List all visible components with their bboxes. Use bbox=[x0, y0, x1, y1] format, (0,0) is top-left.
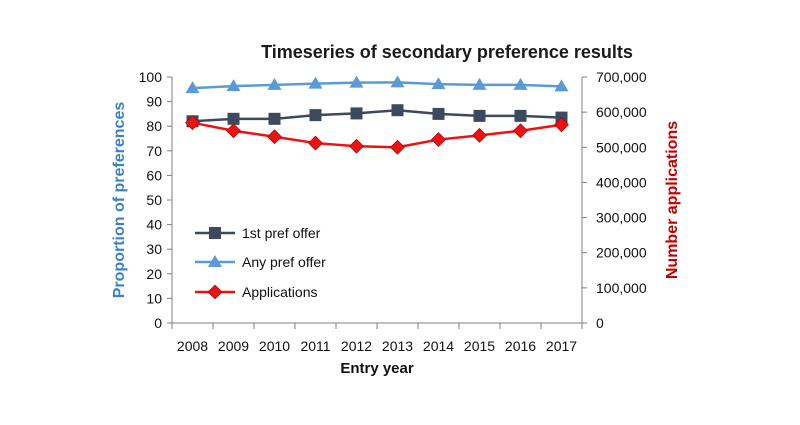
y-left-tick-label: 50 bbox=[146, 192, 162, 208]
data-point bbox=[473, 109, 486, 122]
legend-marker bbox=[207, 284, 223, 300]
series-line bbox=[192, 81, 562, 90]
legend-item: Any pref offer bbox=[195, 254, 326, 270]
x-axis-label: Entry year bbox=[340, 360, 414, 377]
data-point bbox=[267, 77, 282, 90]
y-left-tick-label: 40 bbox=[146, 217, 162, 233]
legend-label: Applications bbox=[242, 284, 318, 300]
y-right-tick-label: 0 bbox=[596, 315, 604, 331]
data-point bbox=[472, 77, 487, 90]
y-left-tick-label: 60 bbox=[146, 167, 162, 183]
y-right-tick-label: 200,000 bbox=[596, 245, 647, 261]
y-right-tick-label: 400,000 bbox=[596, 174, 647, 190]
legend-item: 1st pref offer bbox=[195, 225, 321, 241]
data-point bbox=[350, 107, 363, 120]
y-left-tick-label: 20 bbox=[146, 266, 162, 282]
data-point bbox=[432, 107, 445, 120]
data-point bbox=[308, 135, 323, 151]
x-tick-label: 2011 bbox=[300, 338, 330, 354]
legend-marker bbox=[209, 227, 221, 239]
series-applications bbox=[185, 115, 569, 155]
y-left-tick-label: 30 bbox=[146, 241, 162, 257]
series-layer bbox=[185, 75, 569, 155]
data-point bbox=[309, 109, 322, 122]
y-left-tick-label: 70 bbox=[146, 143, 162, 159]
series-any-pref-offer bbox=[185, 75, 569, 94]
data-point bbox=[431, 77, 446, 90]
y-right-tick-label: 600,000 bbox=[596, 104, 647, 120]
data-point bbox=[227, 112, 240, 125]
data-point bbox=[185, 115, 200, 131]
data-point bbox=[349, 138, 364, 154]
data-point bbox=[390, 75, 405, 88]
y-left-tick-label: 80 bbox=[146, 118, 162, 134]
data-point bbox=[268, 112, 281, 125]
chart-title: Timeseries of secondary preference resul… bbox=[261, 42, 633, 62]
y-right-tick-label: 300,000 bbox=[596, 210, 647, 226]
x-tick-label: 2009 bbox=[218, 338, 249, 354]
y-axis-left-label: Proportion of preferences bbox=[111, 102, 128, 299]
x-tick-label: 2014 bbox=[423, 338, 454, 354]
data-point bbox=[513, 123, 528, 139]
data-point bbox=[431, 132, 446, 147]
data-point bbox=[226, 79, 241, 92]
y-left-tick-label: 90 bbox=[146, 94, 162, 110]
y-left-tick-label: 10 bbox=[146, 290, 162, 306]
legend: 1st pref offer Any pref offer Applications bbox=[195, 225, 326, 300]
data-point bbox=[554, 117, 569, 133]
legend-label: Any pref offer bbox=[242, 254, 326, 270]
data-point bbox=[226, 123, 241, 139]
y-axis-right-label: Number applications bbox=[664, 121, 681, 279]
legend-label: 1st pref offer bbox=[242, 225, 321, 241]
data-point bbox=[267, 129, 282, 145]
data-point bbox=[472, 127, 487, 143]
x-tick-label: 2008 bbox=[177, 338, 208, 354]
x-tick-label: 2010 bbox=[259, 338, 290, 354]
data-point bbox=[185, 81, 200, 94]
x-tick-label: 2015 bbox=[464, 338, 495, 354]
axes: 0 10 20 30 40 50 60 70 80 90 100 0 100,000 200,000 300… bbox=[139, 69, 647, 354]
data-point bbox=[514, 109, 527, 122]
series-line bbox=[192, 108, 562, 123]
legend-item: Applications bbox=[195, 284, 318, 300]
x-tick-label: 2016 bbox=[505, 338, 536, 354]
y-left-tick-label: 0 bbox=[154, 315, 162, 331]
series-1st-pref-offer bbox=[186, 104, 568, 128]
data-point bbox=[390, 139, 405, 155]
data-point bbox=[513, 77, 528, 90]
data-point bbox=[308, 76, 323, 89]
y-left-tick-label: 100 bbox=[139, 69, 163, 85]
y-right-tick-label: 500,000 bbox=[596, 139, 647, 155]
data-point bbox=[349, 75, 364, 88]
data-point bbox=[554, 79, 569, 92]
y-right-tick-label: 700,000 bbox=[596, 69, 647, 85]
x-tick-label: 2012 bbox=[341, 338, 372, 354]
y-right-tick-label: 100,000 bbox=[596, 280, 647, 296]
series-line bbox=[192, 121, 562, 149]
x-tick-label: 2013 bbox=[382, 338, 413, 354]
x-tick-label: 2017 bbox=[546, 338, 577, 354]
data-point bbox=[391, 104, 404, 117]
legend-marker bbox=[208, 255, 222, 267]
